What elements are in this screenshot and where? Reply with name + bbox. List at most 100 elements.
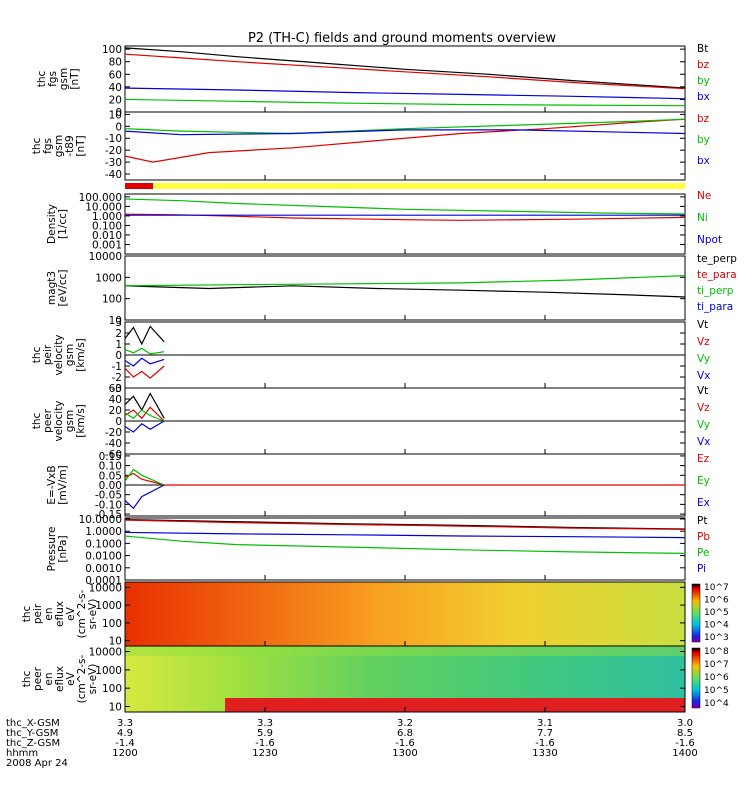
y-tick-label: 0.100 [92, 220, 122, 232]
temperature-ylabel: magt3[eV/cc] [46, 270, 69, 307]
legend-by: by [697, 134, 710, 146]
legend-te-para: te_para [697, 269, 737, 281]
series-pt [124, 518, 686, 530]
ylabel-line: thc [21, 671, 33, 688]
y-tick-label: 10 [109, 315, 122, 327]
ylabel-line: sr-eV) [87, 599, 99, 630]
ylabel-line: Pressure [46, 527, 58, 572]
ylabel-line: fgs [47, 71, 59, 87]
mode-bar-yellow [153, 183, 685, 189]
legend-by: by [697, 75, 710, 87]
y-tick-label: 0.1000 [85, 538, 122, 550]
y-tick-label: 80 [109, 57, 122, 69]
y-tick-label: 0.0100 [85, 551, 122, 563]
legend-bx: bx [697, 155, 710, 167]
figure-title: P2 (TH-C) fields and ground moments over… [248, 31, 556, 46]
x-row-value: 1200 [112, 748, 137, 759]
y-tick-label: 20 [109, 405, 122, 417]
ylabel-line: [km/s] [75, 338, 87, 372]
y-tick-label: 3 [115, 317, 122, 329]
peir_spec-colorbar: 10^7 10^6 10^5 10^4 10^3 [691, 583, 729, 643]
y-tick-label: -3 [112, 383, 122, 395]
ylabel-line: gsm [64, 410, 76, 432]
y-tick-label: 100.000 [79, 192, 122, 204]
density-ylabel: Density[1/cc] [46, 204, 69, 244]
ylabel-line: sr-eV) [87, 664, 99, 695]
ylabel-line: (cm^2-s- [76, 589, 88, 638]
series-ni [124, 198, 686, 215]
y-tick-label: 10 [109, 109, 122, 121]
series-vz [124, 406, 165, 422]
ylabel-line: en [43, 672, 55, 685]
peir_velocity-ylabel: thcpeirvelocitygsm[km/s] [31, 334, 87, 375]
y-tick-label: 0.0001 [85, 575, 122, 587]
peer_spec-ylabel: thcpeerenefluxeV(cm^2-s-sr-eV) [21, 654, 99, 703]
x-row-label: thc_X-GSM [6, 718, 60, 729]
y-tick-label: 100 [102, 683, 122, 695]
efield-ylabel: E=-VxB[mV/m] [46, 465, 69, 504]
y-tick-label: 1000 [95, 665, 122, 677]
legend-npot: Npot [697, 234, 722, 246]
mode-bar-red [125, 183, 153, 189]
ylabel-line: thc [31, 138, 43, 155]
fgs_gsm-frame [124, 45, 686, 113]
y-tick-label: 0.05 [99, 470, 122, 482]
series-vz [124, 365, 165, 379]
legend-vy: Vy [697, 419, 710, 431]
peer-spec-low-energy-band [225, 698, 685, 712]
x-row-value: 3.0 [677, 718, 693, 729]
ylabel-line: [km/s] [75, 404, 87, 438]
ylabel-line: eflux [54, 601, 66, 627]
peer_spec-colorbar-label: 10^5 [704, 686, 729, 696]
x-row-value: -1.6 [675, 738, 695, 749]
y-tick-label: -0.05 [95, 490, 122, 502]
legend-vx: Vx [697, 370, 710, 382]
peer_spec-colorbar-label: 10^7 [704, 660, 729, 670]
legend-te-perp: te_perp [697, 253, 737, 265]
panel-peir_velocity: 3210-1-2-3thcpeirvelocitygsm[km/s]VtVzVy… [31, 317, 710, 395]
legend-ti-perp: ti_perp [697, 285, 734, 297]
x-row-value: 7.7 [537, 728, 553, 739]
density-frame [124, 193, 686, 255]
y-tick-label: 2 [115, 328, 122, 340]
series-vx [124, 420, 165, 433]
x-row-value: 1330 [532, 748, 557, 759]
series-pi [124, 531, 686, 539]
y-tick-label: -20 [105, 145, 122, 157]
ylabel-line: velocity [53, 400, 65, 441]
legend-vx: Vx [697, 436, 710, 448]
x-row-value: 1400 [672, 748, 697, 759]
series-pe [124, 535, 686, 554]
y-tick-label: 60 [109, 69, 122, 81]
y-tick-label: 1.0000 [85, 526, 122, 538]
y-tick-label: 0.010 [92, 230, 122, 242]
ylabel-line: thc [31, 413, 43, 430]
ylabel-line: thc [36, 71, 48, 88]
legend-ex: Ex [697, 497, 710, 509]
series-vy [124, 409, 165, 422]
y-tick-label: 10000 [89, 647, 122, 659]
y-tick-label: -1 [112, 361, 122, 373]
y-tick-label: 0.00 [99, 480, 122, 492]
peir_spec-colorbar-label: 10^3 [704, 633, 729, 643]
legend-ti-para: ti_para [697, 301, 733, 313]
ylabel-line: [1/cc] [57, 209, 69, 239]
y-tick-label: -40 [105, 169, 122, 181]
y-tick-label: 10.0000 [79, 514, 122, 526]
series-te-perp [124, 285, 686, 298]
y-tick-label: 1 [115, 339, 122, 351]
series-vt [124, 325, 165, 346]
y-tick-label: 100 [102, 294, 122, 306]
y-tick-label: 1000 [95, 600, 122, 612]
peir_spec-colorbar-label: 10^6 [704, 596, 729, 606]
peir_spec-colorbar-label: 10^7 [704, 583, 729, 593]
legend-bt: Bt [697, 43, 708, 55]
series-by [124, 98, 686, 107]
ylabel-line: peer [42, 408, 54, 433]
legend-ey: Ey [697, 475, 710, 487]
x-row-value: 1230 [252, 748, 277, 759]
series-bz [124, 53, 686, 90]
